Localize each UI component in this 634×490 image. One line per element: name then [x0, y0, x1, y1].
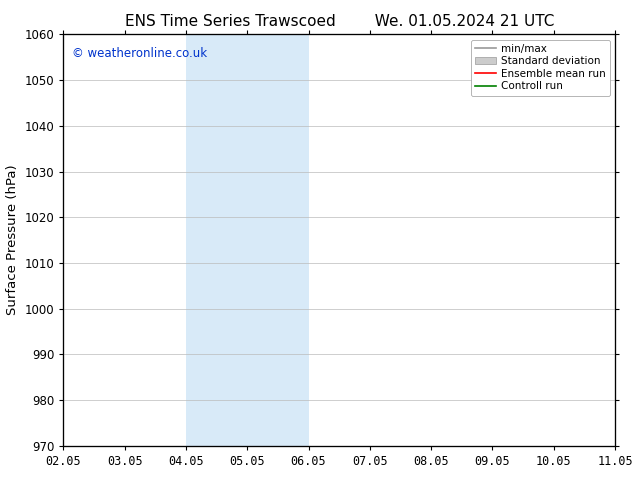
Legend: min/max, Standard deviation, Ensemble mean run, Controll run: min/max, Standard deviation, Ensemble me… [470, 40, 610, 96]
Y-axis label: Surface Pressure (hPa): Surface Pressure (hPa) [6, 165, 19, 316]
Text: © weatheronline.co.uk: © weatheronline.co.uk [72, 47, 207, 60]
Bar [615, 34, 634, 446]
Title: ENS Time Series Trawscoed        We. 01.05.2024 21 UTC: ENS Time Series Trawscoed We. 01.05.2024… [124, 14, 554, 29]
Bar [186, 34, 309, 446]
